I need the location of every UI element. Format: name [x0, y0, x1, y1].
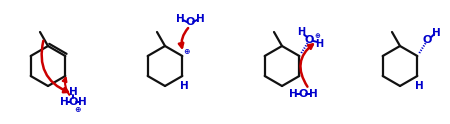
Text: H: H	[77, 97, 86, 107]
Text: H: H	[196, 14, 204, 24]
Text: H: H	[415, 81, 424, 91]
Text: O: O	[185, 17, 195, 27]
Text: O: O	[298, 89, 308, 99]
Text: O: O	[423, 35, 432, 45]
Text: H: H	[180, 81, 189, 91]
Text: ⊕: ⊕	[74, 105, 80, 113]
Text: H: H	[68, 87, 77, 97]
Text: ⊕: ⊕	[183, 47, 189, 57]
Text: H: H	[315, 39, 324, 49]
Text: H: H	[288, 89, 297, 99]
Text: H: H	[59, 97, 68, 107]
Text: O: O	[305, 35, 314, 45]
Text: H: H	[297, 27, 306, 37]
Text: O: O	[68, 97, 78, 107]
Text: H: H	[176, 14, 184, 24]
Text: H: H	[309, 89, 317, 99]
Text: H: H	[432, 28, 441, 38]
Text: ⊕: ⊕	[315, 33, 320, 39]
